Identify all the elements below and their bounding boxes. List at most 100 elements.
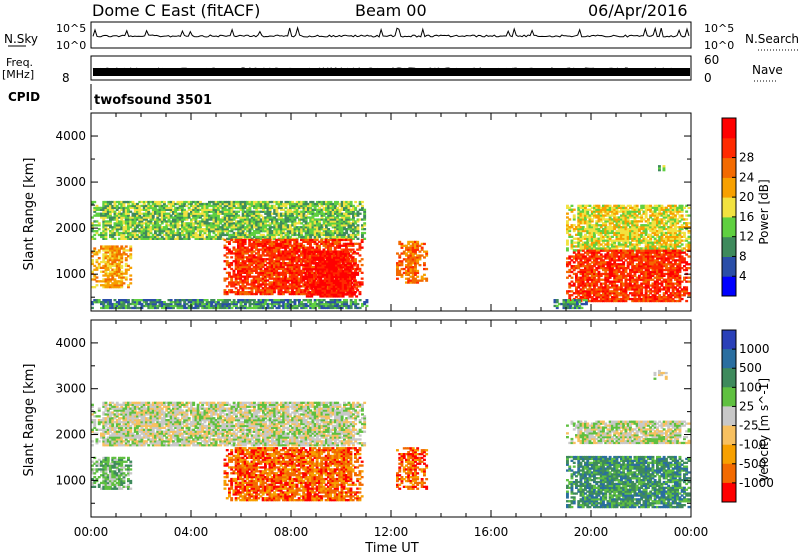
data-cell bbox=[154, 235, 157, 239]
data-cell bbox=[147, 212, 151, 215]
data-cell bbox=[345, 222, 349, 225]
data-cell bbox=[118, 212, 121, 215]
data-cell bbox=[642, 247, 646, 250]
data-cell bbox=[568, 229, 572, 233]
data-cell bbox=[214, 222, 218, 225]
data-cell bbox=[329, 222, 333, 225]
data-cell bbox=[400, 275, 404, 278]
data-cell bbox=[154, 233, 157, 237]
data-cell bbox=[257, 224, 261, 227]
data-cell bbox=[317, 293, 320, 296]
data-cell bbox=[104, 204, 108, 208]
data-cell bbox=[259, 263, 263, 267]
data-cell bbox=[111, 208, 115, 211]
data-cell bbox=[343, 202, 346, 206]
data-cell bbox=[243, 263, 247, 267]
data-cell bbox=[252, 277, 256, 280]
data-cell bbox=[223, 222, 227, 225]
data-cell bbox=[228, 226, 232, 229]
data-cell bbox=[306, 262, 310, 265]
data-cell bbox=[358, 254, 362, 257]
data-cell bbox=[626, 233, 630, 236]
data-cell bbox=[230, 214, 234, 217]
data-cell bbox=[416, 281, 420, 284]
data-cell bbox=[203, 202, 207, 206]
data-cell bbox=[624, 239, 628, 242]
data-cell bbox=[282, 238, 285, 242]
data-cell bbox=[282, 204, 286, 208]
data-cell bbox=[324, 285, 328, 288]
data-cell bbox=[264, 216, 268, 219]
data-cell bbox=[151, 224, 155, 227]
data-cell bbox=[599, 206, 603, 209]
data-cell bbox=[228, 214, 232, 217]
data-cell bbox=[590, 210, 594, 213]
data-cell bbox=[264, 220, 268, 223]
data-cell bbox=[595, 237, 599, 240]
data-cell bbox=[163, 204, 166, 208]
data-cell bbox=[331, 208, 335, 211]
data-cell bbox=[181, 231, 184, 235]
data-cell bbox=[633, 208, 637, 211]
data-cell bbox=[275, 233, 279, 237]
data-cell bbox=[113, 260, 117, 264]
data-cell bbox=[230, 216, 234, 219]
data-cell bbox=[309, 254, 312, 257]
data-cell bbox=[284, 220, 288, 223]
freq-strip bbox=[90, 55, 692, 81]
data-cell bbox=[286, 233, 290, 237]
data-cell bbox=[205, 218, 209, 221]
data-cell bbox=[133, 202, 137, 206]
data-cell bbox=[208, 202, 211, 206]
data-cell bbox=[579, 206, 583, 209]
data-cell bbox=[261, 262, 265, 265]
data-cell bbox=[91, 278, 94, 281]
data-cell bbox=[405, 260, 408, 263]
data-cell bbox=[115, 220, 119, 223]
data-cell bbox=[346, 270, 350, 273]
data-cell bbox=[416, 244, 420, 247]
data-cell bbox=[345, 206, 349, 210]
data-cell bbox=[606, 231, 610, 235]
data-cell bbox=[343, 224, 346, 227]
data-cell bbox=[622, 206, 626, 209]
data-cell bbox=[268, 289, 272, 292]
data-cell bbox=[129, 278, 133, 281]
data-cell bbox=[338, 218, 342, 221]
data-cell bbox=[642, 206, 646, 209]
data-cell bbox=[250, 202, 254, 206]
data-cell bbox=[120, 237, 124, 240]
data-cell bbox=[95, 268, 99, 271]
data-cell bbox=[416, 254, 420, 257]
data-cell bbox=[339, 266, 343, 269]
data-cell bbox=[298, 230, 301, 233]
data-cell bbox=[151, 235, 155, 239]
data-cell bbox=[326, 268, 329, 271]
data-cell bbox=[572, 214, 576, 217]
data-cell bbox=[261, 283, 265, 286]
data-cell bbox=[584, 235, 587, 238]
data-cell bbox=[104, 260, 108, 264]
data-cell bbox=[241, 256, 245, 259]
data-cell bbox=[336, 220, 340, 223]
data-cell bbox=[239, 285, 243, 288]
data-cell bbox=[575, 227, 578, 231]
data-cell bbox=[338, 222, 342, 225]
data-cell bbox=[322, 248, 326, 251]
data-cell bbox=[633, 224, 637, 227]
data-cell bbox=[310, 285, 314, 288]
data-cell bbox=[320, 204, 324, 208]
data-cell bbox=[347, 285, 351, 288]
data-cell bbox=[102, 266, 106, 269]
data-cell bbox=[113, 228, 117, 231]
data-cell bbox=[305, 277, 309, 281]
data-cell bbox=[356, 263, 360, 267]
data-cell bbox=[293, 230, 297, 233]
data-cell bbox=[250, 250, 254, 253]
data-cell bbox=[577, 224, 581, 227]
data-cell bbox=[106, 251, 110, 254]
data-cell bbox=[228, 200, 232, 204]
data-cell bbox=[291, 244, 294, 247]
data-cell bbox=[113, 286, 117, 289]
data-cell bbox=[626, 235, 630, 238]
